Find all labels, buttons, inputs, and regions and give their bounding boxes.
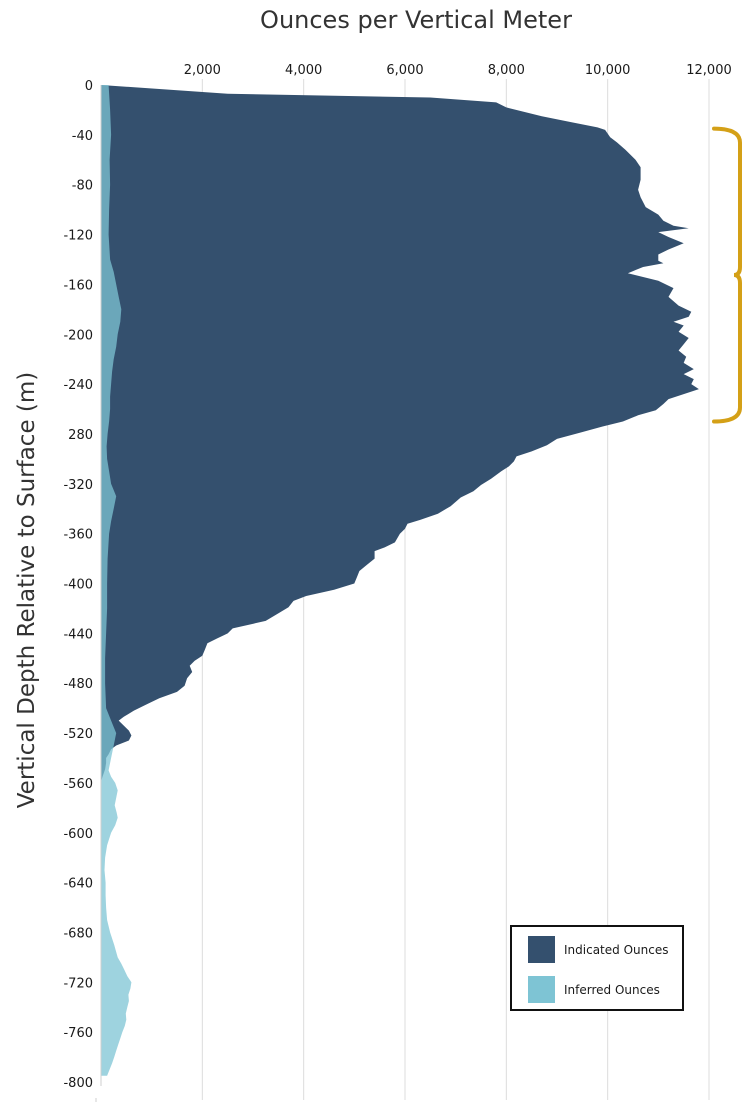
tick-labels: 2,000 4,000 6,000 8,000 10,000 12,000 0 -40 -80 -… — [63, 63, 731, 1091]
x-tick-label-2: 6,000 — [386, 63, 423, 78]
highlight-bracket — [712, 126, 742, 424]
y-tick-label-5: -200 — [63, 328, 93, 343]
chart-title: Ounces per Vertical Meter — [260, 6, 572, 34]
axes — [95, 85, 102, 1102]
y-tick-label-13: -520 — [63, 727, 93, 742]
series-area-inferred — [101, 85, 132, 1076]
legend: Indicated Ounces Inferred Ounces — [510, 925, 684, 1011]
legend-swatch-0 — [528, 936, 555, 963]
y-tick-label-12: -480 — [63, 677, 93, 692]
y-tick-label-20: -800 — [63, 1076, 93, 1091]
y-tick-label-8: -320 — [63, 478, 93, 493]
legend-label-1: Inferred Ounces — [564, 983, 660, 997]
x-tick-label-1: 4,000 — [285, 63, 322, 78]
area-series — [101, 85, 699, 1076]
y-tick-label-15: -600 — [63, 827, 93, 842]
y-tick-label-18: -720 — [63, 976, 93, 991]
y-tick-label-2: -80 — [72, 179, 93, 194]
y-tick-label-9: -360 — [63, 528, 93, 543]
y-tick-label-3: -120 — [63, 229, 93, 244]
y-tick-label-17: -680 — [63, 926, 93, 941]
series-area-indicated — [101, 85, 699, 782]
x-tick-label-0: 2,000 — [184, 63, 221, 78]
depth-range-bracket — [712, 126, 742, 424]
y-tick-label-7: 280 — [68, 428, 93, 443]
y-tick-label-14: -560 — [63, 777, 93, 792]
y-axis-title: Vertical Depth Relative to Surface (m) — [14, 372, 40, 809]
y-tick-label-1: -40 — [72, 129, 93, 144]
y-tick-label-16: -640 — [63, 877, 93, 892]
y-tick-label-4: -160 — [63, 278, 93, 293]
y-tick-label-10: -400 — [63, 578, 93, 593]
y-tick-label-19: -760 — [63, 1026, 93, 1041]
y-tick-label-0: 0 — [85, 79, 93, 94]
x-tick-label-4: 10,000 — [585, 63, 631, 78]
x-tick-label-5: 12,000 — [686, 63, 732, 78]
y-tick-label-6: -240 — [63, 378, 93, 393]
legend-swatch-1 — [528, 976, 555, 1003]
x-tick-label-3: 8,000 — [488, 63, 525, 78]
legend-label-0: Indicated Ounces — [564, 943, 668, 957]
y-tick-label-11: -440 — [63, 627, 93, 642]
